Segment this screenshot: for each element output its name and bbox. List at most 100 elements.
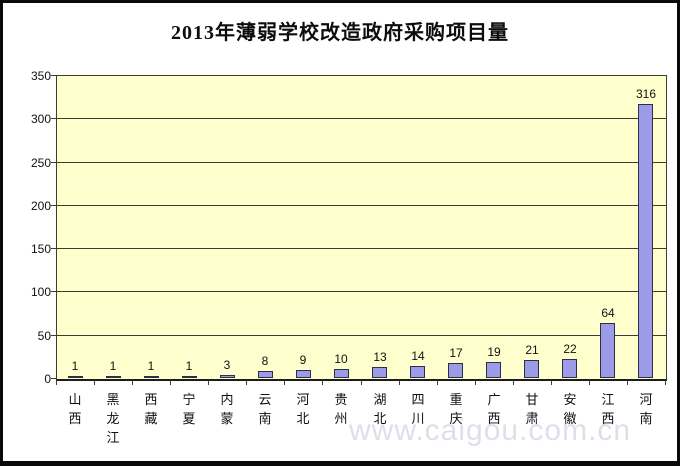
y-axis-label-150: 150: [30, 242, 51, 256]
x-axis-category-四川: 四川: [399, 390, 437, 428]
x-axis-category-char: 河: [639, 392, 653, 407]
x-axis-tick: [399, 380, 400, 385]
y-axis-tick-300: [51, 118, 56, 119]
x-axis-category-char: 庆: [449, 411, 463, 426]
y-axis-label-50: 50: [37, 329, 51, 343]
x-axis-tick: [208, 380, 209, 385]
gridline-300: [56, 118, 667, 119]
bar-内蒙: [220, 375, 235, 378]
x-axis-category-河北: 河北: [284, 390, 322, 428]
y-axis-tick-100: [51, 291, 56, 292]
x-axis-category-云南: 云南: [246, 390, 284, 428]
x-axis-category-char: 北: [296, 411, 310, 426]
x-axis-category-char: 肃: [525, 411, 539, 426]
bar-value-label-西藏: 1: [147, 359, 155, 373]
x-axis-tick: [627, 380, 628, 385]
x-axis-category-char: 州: [334, 411, 348, 426]
bar-江西: [600, 323, 615, 378]
x-axis-tick: [284, 380, 285, 385]
bar-重庆: [448, 363, 463, 378]
x-axis-category-广西: 广西: [475, 390, 513, 428]
x-axis-category-西藏: 西藏: [132, 390, 170, 428]
y-axis-tick-200: [51, 205, 56, 206]
bar-云南: [258, 371, 273, 378]
bar-value-label-河南: 316: [635, 87, 657, 101]
y-axis-label-0: 0: [44, 372, 51, 386]
x-axis-tick: [475, 380, 476, 385]
x-axis-category-char: 山: [68, 392, 82, 407]
bar-value-label-广西: 19: [487, 345, 501, 359]
bar-value-label-云南: 8: [261, 354, 269, 368]
y-axis-tick-50: [51, 335, 56, 336]
x-axis-category-char: 重: [449, 392, 463, 407]
x-axis-category-宁夏: 宁夏: [170, 390, 208, 428]
x-axis-tick: [94, 380, 95, 385]
x-axis-tick: [513, 380, 514, 385]
bar-甘肃: [524, 360, 539, 378]
bar-value-label-黑龙江: 1: [109, 359, 117, 373]
bar-湖北: [372, 367, 387, 378]
x-axis-tick: [437, 380, 438, 385]
x-axis-category-内蒙: 内蒙: [208, 390, 246, 428]
bar-河北: [296, 370, 311, 378]
x-axis-category-重庆: 重庆: [437, 390, 475, 428]
bar-广西: [486, 362, 501, 378]
x-axis-category-安徽: 安徽: [551, 390, 589, 428]
bar-value-label-贵州: 10: [334, 352, 348, 366]
x-axis-category-char: 川: [411, 411, 425, 426]
x-axis-category-char: 江: [601, 392, 615, 407]
bar-value-label-甘肃: 21: [525, 343, 539, 357]
x-axis-category-河南: 河南: [627, 390, 665, 428]
x-axis-category-char: 夏: [182, 411, 196, 426]
y-axis-label-250: 250: [30, 156, 51, 170]
x-axis-category-char: 内: [220, 392, 234, 407]
gridline-100: [56, 291, 667, 292]
y-axis-tick-150: [51, 248, 56, 249]
y-axis-tick-350: [51, 75, 56, 76]
x-axis-category-char: 龙: [106, 411, 120, 426]
bar-value-label-四川: 14: [411, 349, 425, 363]
x-axis-category-黑龙江: 黑龙江: [94, 390, 132, 447]
bar-value-label-宁夏: 1: [185, 359, 193, 373]
x-axis-category-char: 安: [563, 392, 577, 407]
y-axis-label-200: 200: [30, 199, 51, 213]
y-axis-label-350: 350: [30, 69, 51, 83]
chart-title: 2013年薄弱学校改造政府采购项目量: [171, 22, 509, 44]
bar-山西: [68, 376, 83, 378]
x-axis-category-char: 西: [601, 411, 615, 426]
bar-西藏: [144, 376, 159, 378]
plot-area: [56, 75, 667, 381]
x-axis-category-char: 西: [487, 411, 501, 426]
y-axis-label-300: 300: [30, 112, 51, 126]
y-axis-tick-0: [51, 378, 56, 379]
x-axis-category-湖北: 湖北: [361, 390, 399, 428]
bar-value-label-安徽: 22: [563, 342, 577, 356]
x-axis-tick: [56, 380, 57, 385]
x-axis-tick: [665, 380, 666, 385]
y-axis-tick-250: [51, 162, 56, 163]
bar-value-label-山西: 1: [71, 359, 79, 373]
bar-value-label-内蒙: 3: [223, 358, 231, 372]
bar-四川: [410, 366, 425, 378]
x-axis-category-char: 贵: [334, 392, 348, 407]
bar-value-label-江西: 64: [601, 306, 615, 320]
bar-value-label-河北: 9: [299, 353, 307, 367]
bar-安徽: [562, 359, 577, 378]
bar-贵州: [334, 369, 349, 378]
x-axis-category-char: 南: [258, 411, 272, 426]
x-axis-category-char: 河: [296, 392, 310, 407]
x-axis-category-char: 江: [106, 430, 120, 445]
x-axis-category-char: 甘: [525, 392, 539, 407]
x-axis-category-char: 黑: [106, 392, 120, 407]
x-axis-category-char: 南: [639, 411, 653, 426]
gridline-50: [56, 335, 667, 336]
bar-value-label-重庆: 17: [449, 346, 463, 360]
x-axis-tick: [589, 380, 590, 385]
x-axis-category-char: 宁: [182, 392, 196, 407]
x-axis-category-char: 四: [411, 392, 425, 407]
gridline-250: [56, 162, 667, 163]
x-axis-tick: [246, 380, 247, 385]
x-axis-category-char: 蒙: [220, 411, 234, 426]
x-axis-category-贵州: 贵州: [322, 390, 360, 428]
x-axis-category-char: 云: [258, 392, 272, 407]
